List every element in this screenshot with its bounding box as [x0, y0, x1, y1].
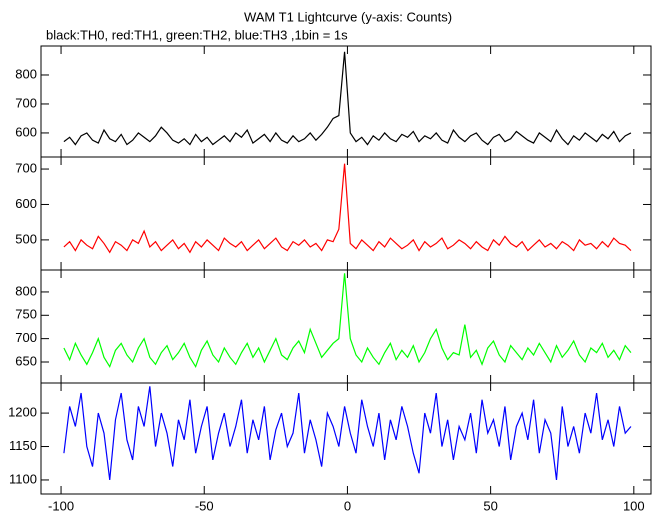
light-curve	[63, 51, 632, 146]
y-tick-label: 800	[15, 66, 37, 81]
x-tick-label: 50	[483, 498, 497, 513]
x-tick-label: 0	[344, 498, 351, 513]
panel-frame	[40, 382, 652, 495]
y-tick-label: 1200	[8, 405, 37, 420]
y-tick-label: 750	[15, 307, 37, 322]
y-tick-label: 650	[15, 353, 37, 368]
chart-title: WAM T1 Lightcurve (y-axis: Counts)	[244, 9, 452, 24]
light-curve	[63, 163, 632, 254]
y-tick-label: 700	[15, 95, 37, 110]
y-tick-label: 1100	[9, 471, 37, 486]
y-tick-label: 800	[15, 283, 37, 298]
x-tick-label: 100	[623, 498, 645, 513]
y-tick-label: 500	[15, 231, 37, 246]
y-tick-label: 600	[15, 124, 37, 139]
y-tick-label: 1150	[9, 438, 37, 453]
y-tick-label: 600	[15, 196, 37, 211]
light-curve	[63, 273, 632, 369]
light-curve	[63, 386, 632, 481]
y-tick-label: 700	[15, 160, 37, 175]
panel-frame	[40, 156, 652, 271]
y-tick-label: 700	[15, 330, 37, 345]
x-tick-label: -100	[48, 498, 74, 513]
x-tick-label: -50	[195, 498, 214, 513]
chart-subtitle: black:TH0, red:TH1, green:TH2, blue:TH3 …	[46, 27, 348, 42]
